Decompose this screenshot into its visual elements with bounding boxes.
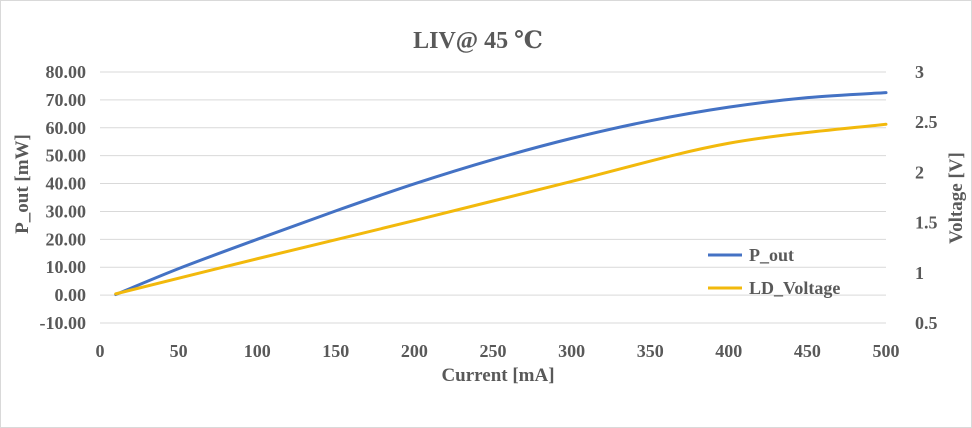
x-axis-ticks: 0 50 100 150 200 250 300 350 400 450 500 (96, 341, 900, 361)
x-tick-label: 500 (873, 341, 900, 361)
right-y-tick-label: 1.5 (915, 213, 938, 233)
left-y-tick-label: 80.00 (46, 62, 87, 82)
x-tick-label: 50 (170, 341, 188, 361)
left-y-tick-label: 0.00 (55, 285, 87, 305)
left-y-tick-label: 40.00 (46, 174, 87, 194)
left-y-tick-label: 10.00 (46, 257, 87, 277)
left-y-tick-label: 50.00 (46, 146, 87, 166)
right-y-tick-label: 2.5 (915, 112, 938, 132)
left-y-axis-label: P_out [mW] (12, 134, 33, 234)
left-y-tick-label: 70.00 (46, 90, 87, 110)
left-y-tick-label: -10.00 (40, 313, 87, 333)
series-line-p-out (114, 91, 888, 297)
left-y-tick-label: 20.00 (46, 229, 87, 249)
x-tick-label: 100 (244, 341, 271, 361)
x-tick-label: 300 (558, 341, 585, 361)
left-y-axis-ticks: 80.00 70.00 60.00 50.00 40.00 30.00 20.00 10.00… (40, 62, 87, 333)
x-tick-label: 350 (637, 341, 664, 361)
x-tick-label: 150 (322, 341, 349, 361)
x-tick-label: 200 (401, 341, 428, 361)
series-lines (114, 91, 888, 297)
right-y-axis-label: Voltage [V] (946, 152, 967, 244)
x-axis-label: Current [mA] (441, 365, 554, 386)
right-y-tick-label: 3 (915, 62, 924, 82)
chart-title: LIV@ 45 ℃ (413, 28, 543, 54)
legend: P_out LD_Voltage (708, 245, 840, 298)
x-tick-label: 0 (96, 341, 105, 361)
left-y-tick-label: 30.00 (46, 201, 87, 221)
right-y-tick-label: 0.5 (915, 313, 938, 333)
right-y-axis-ticks: 3 2.5 2 1.5 1 0.5 (915, 62, 938, 333)
x-tick-label: 250 (480, 341, 507, 361)
x-tick-label: 400 (715, 341, 742, 361)
legend-label-p-out: P_out (749, 245, 794, 265)
left-y-tick-label: 60.00 (46, 118, 87, 138)
gridlines (100, 71, 886, 324)
legend-label-ld-voltage: LD_Voltage (749, 278, 840, 298)
right-y-tick-label: 2 (915, 162, 924, 182)
x-tick-label: 450 (794, 341, 821, 361)
right-y-tick-label: 1 (915, 263, 924, 283)
series-line-ld-voltage (114, 122, 888, 296)
